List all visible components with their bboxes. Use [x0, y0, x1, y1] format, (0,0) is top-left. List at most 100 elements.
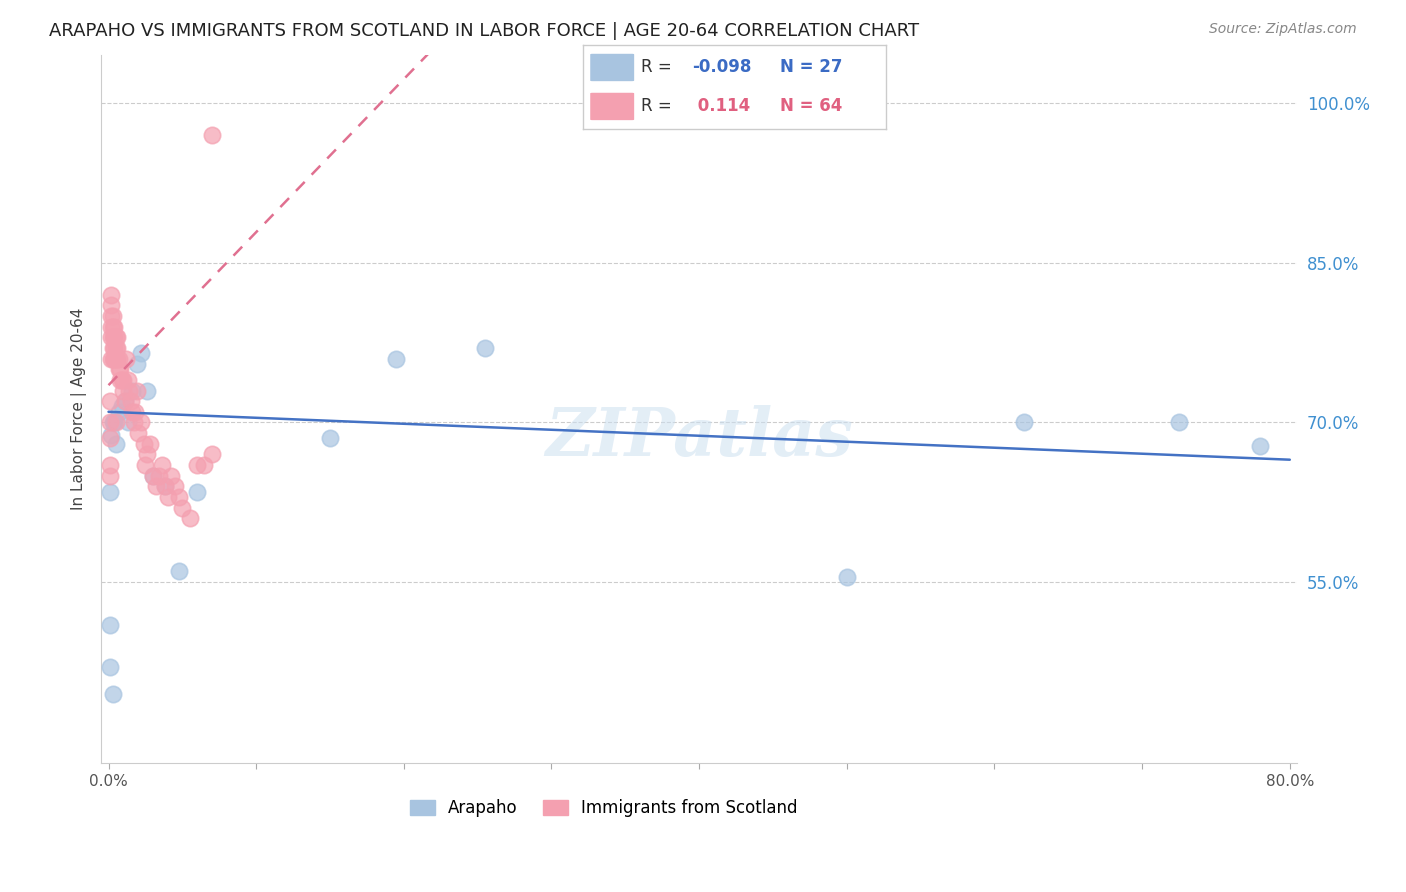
- Text: R =: R =: [641, 97, 676, 115]
- Point: [474, 341, 496, 355]
- Text: 0.114: 0.114: [692, 97, 751, 115]
- Point: [100, 428, 122, 442]
- Point: [153, 479, 176, 493]
- Point: [142, 468, 165, 483]
- Point: [104, 436, 127, 450]
- Point: [104, 341, 127, 355]
- Point: [100, 351, 122, 366]
- Point: [98, 431, 121, 445]
- Point: [124, 405, 146, 419]
- Point: [201, 128, 224, 142]
- Point: [101, 687, 124, 701]
- Point: [1249, 439, 1271, 453]
- Point: [112, 373, 135, 387]
- Point: [121, 384, 143, 398]
- Point: [98, 458, 121, 472]
- Point: [104, 330, 127, 344]
- Point: [120, 394, 142, 409]
- Point: [127, 426, 149, 441]
- Point: [101, 351, 124, 366]
- Point: [385, 351, 408, 366]
- Point: [105, 330, 128, 344]
- Point: [101, 416, 124, 430]
- Point: [105, 341, 128, 355]
- Point: [117, 373, 139, 387]
- Text: N = 27: N = 27: [780, 59, 842, 77]
- Point: [103, 330, 125, 344]
- FancyBboxPatch shape: [589, 54, 636, 82]
- Point: [112, 384, 135, 398]
- Point: [101, 341, 124, 355]
- Point: [145, 479, 167, 493]
- Text: -0.098: -0.098: [692, 59, 752, 77]
- Point: [186, 484, 208, 499]
- Point: [100, 298, 122, 312]
- Point: [169, 565, 191, 579]
- Point: [100, 287, 122, 301]
- Text: N = 64: N = 64: [780, 97, 842, 115]
- Point: [104, 351, 127, 366]
- Point: [115, 351, 138, 366]
- Point: [111, 373, 134, 387]
- Point: [98, 484, 121, 499]
- Point: [108, 405, 131, 419]
- Point: [319, 431, 342, 445]
- Point: [159, 468, 181, 483]
- Point: [98, 617, 121, 632]
- Y-axis label: In Labor Force | Age 20-64: In Labor Force | Age 20-64: [72, 308, 87, 510]
- Text: ZIPatlas: ZIPatlas: [546, 405, 853, 470]
- Text: R =: R =: [641, 59, 676, 77]
- Point: [114, 394, 136, 409]
- Point: [835, 570, 858, 584]
- Legend: Arapaho, Immigrants from Scotland: Arapaho, Immigrants from Scotland: [401, 791, 806, 826]
- Point: [172, 500, 194, 515]
- Point: [156, 490, 179, 504]
- Point: [134, 458, 156, 472]
- Point: [103, 416, 125, 430]
- Point: [193, 458, 215, 472]
- Point: [118, 384, 141, 398]
- Point: [121, 405, 143, 419]
- Point: [186, 458, 208, 472]
- Point: [110, 373, 132, 387]
- Point: [103, 351, 125, 366]
- Point: [111, 400, 134, 414]
- Point: [114, 394, 136, 409]
- Point: [201, 447, 224, 461]
- Point: [104, 416, 127, 430]
- Point: [110, 362, 132, 376]
- Point: [132, 436, 155, 450]
- FancyBboxPatch shape: [589, 92, 636, 120]
- Point: [98, 468, 121, 483]
- Point: [105, 351, 128, 366]
- Point: [163, 479, 186, 493]
- Point: [150, 458, 173, 472]
- Point: [103, 341, 125, 355]
- Text: Source: ZipAtlas.com: Source: ZipAtlas.com: [1209, 22, 1357, 37]
- Point: [142, 468, 165, 483]
- Point: [179, 511, 201, 525]
- Point: [153, 479, 176, 493]
- Point: [1168, 416, 1191, 430]
- Point: [98, 394, 121, 409]
- Point: [98, 416, 121, 430]
- Point: [100, 330, 122, 344]
- Point: [169, 490, 191, 504]
- Point: [135, 447, 157, 461]
- Point: [135, 384, 157, 398]
- Point: [129, 416, 152, 430]
- Point: [101, 309, 124, 323]
- Point: [108, 351, 131, 366]
- Point: [125, 357, 148, 371]
- Point: [98, 660, 121, 674]
- Point: [125, 384, 148, 398]
- Point: [122, 416, 145, 430]
- Point: [101, 330, 124, 344]
- Point: [117, 416, 139, 430]
- Point: [100, 319, 122, 334]
- Point: [108, 362, 131, 376]
- Point: [139, 436, 162, 450]
- Point: [101, 319, 124, 334]
- Point: [148, 468, 170, 483]
- Point: [1012, 416, 1035, 430]
